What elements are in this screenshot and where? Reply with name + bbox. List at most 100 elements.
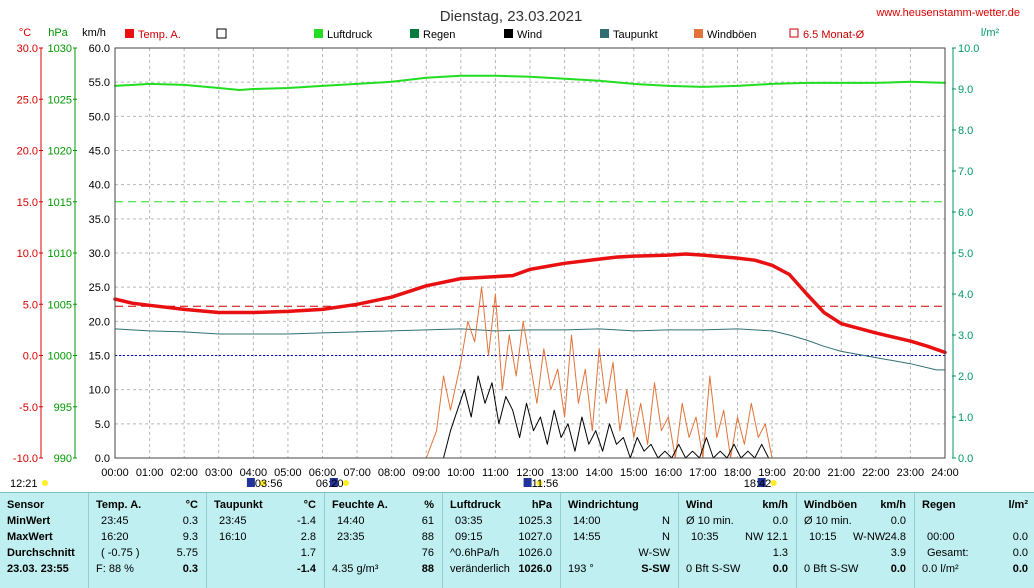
legend-label: 6.5 Monat-Ø xyxy=(803,29,865,41)
y-tick-label-rain: 10.0 xyxy=(958,43,979,55)
chart-title: Dienstag, 23.03.2021 xyxy=(440,8,583,25)
y-tick-label-rain: 6.0 xyxy=(958,207,973,219)
legend-label: Temp. A. xyxy=(138,29,181,41)
y-tick-label-pressure: 1010 xyxy=(48,248,72,260)
row-min: MinWert xyxy=(7,515,51,527)
marker-label: 03:56 xyxy=(255,478,283,490)
legend-swatch xyxy=(504,29,513,38)
y-tick-label-pressure: 995 xyxy=(54,402,72,414)
legend-label: Luftdruck xyxy=(327,29,373,41)
row-avg: Durchschnitt xyxy=(7,547,75,559)
legend: Temp. A. Luftdruck Regen Wind Taupunkt Windbö… xyxy=(125,28,865,41)
sun-marker xyxy=(42,480,48,486)
series-line-windb-en xyxy=(425,286,773,459)
x-tick-label: 15:00 xyxy=(620,467,648,479)
marker-dot xyxy=(342,480,349,486)
y-tick-label-pressure: 990 xyxy=(54,453,72,465)
x-tick-label: 03:00 xyxy=(205,467,233,479)
site-link[interactable]: www.heusenstamm-wetter.de xyxy=(875,7,1020,19)
hum-current: 88 xyxy=(421,563,434,575)
y-tick-label-wind: 20.0 xyxy=(89,316,110,328)
x-tick-label: 24:00 xyxy=(931,467,959,479)
header-dewpoint: Taupunkt xyxy=(214,499,263,511)
marker-label: 18:42 xyxy=(744,478,772,490)
header-sensor: Sensor xyxy=(7,499,45,511)
unit-rain: l/m² xyxy=(1008,499,1028,511)
weather-chart: 00:00 01:00 02:00 03:00 04:00 05:00 06:00 07:00… xyxy=(10,7,1020,490)
marker-label: 06:20 xyxy=(316,478,344,490)
x-tick-label: 07:00 xyxy=(343,467,371,479)
plot-border xyxy=(114,47,946,459)
press-current: 1026.0 xyxy=(518,563,552,575)
marker-flag xyxy=(246,478,255,487)
marker-label: 11:56 xyxy=(532,478,559,490)
header-gust: Windböen xyxy=(804,499,858,511)
col-pressure: Luftdruck hPa 03:35 1025.3 09:15 1027.0 … xyxy=(442,493,560,588)
y-tick-label-temp: 10.0 xyxy=(17,248,38,260)
gust-max-time: 10:15 xyxy=(809,531,837,543)
dew-max: 2.8 xyxy=(300,531,316,543)
y-tick-label-wind: 60.0 xyxy=(89,43,110,55)
dir-max: N xyxy=(662,531,670,543)
y-tick-label-rain: 1.0 xyxy=(958,412,973,424)
x-tick-label: 04:00 xyxy=(240,467,268,479)
x-tick-label: 14:00 xyxy=(585,467,613,479)
hum-max: 88 xyxy=(421,531,434,543)
legend-swatch xyxy=(600,29,609,38)
reference-lines xyxy=(115,201,945,356)
y-tick-label-wind: 5.0 xyxy=(95,419,110,431)
y-tick-label-wind: 55.0 xyxy=(89,77,110,89)
y-tick-label-temp: 30.0 xyxy=(17,43,38,55)
grid xyxy=(115,48,945,458)
y-tick-label-wind: 35.0 xyxy=(89,214,110,226)
dir-min: N xyxy=(662,515,670,527)
y-tick-label-pressure: 1005 xyxy=(48,299,72,311)
dew-avg: 1.7 xyxy=(300,547,316,559)
y-tick-label-pressure: 1000 xyxy=(48,351,72,363)
hum-absolute: 4.35 g/m³ xyxy=(332,563,379,575)
y-tick-label-wind: 30.0 xyxy=(89,248,110,260)
legend-label: Windböen xyxy=(707,29,757,41)
temp-max-time: 16:20 xyxy=(101,531,129,543)
marker-flag xyxy=(329,478,338,487)
temp-max: 9.3 xyxy=(182,531,198,543)
y-tick-label-wind: 40.0 xyxy=(89,180,110,192)
unit-gust: km/h xyxy=(880,499,906,511)
y-tick-label-pressure: 1020 xyxy=(48,146,72,158)
y-tick-label-temp: 25.0 xyxy=(17,94,38,106)
header-pressure: Luftdruck xyxy=(450,499,501,511)
legend-swatch xyxy=(694,29,703,38)
rain-current: 0.0 xyxy=(1012,563,1028,575)
x-tick-label: 16:00 xyxy=(655,467,683,479)
stats-table: Sensor MinWert MaxWert Durchschnitt 23.0… xyxy=(0,492,1034,588)
dir-degrees: 193 ° xyxy=(568,563,594,575)
wind-bft: 0 Bft S-SW xyxy=(686,563,741,575)
axis-unit-temp: °C xyxy=(19,27,31,39)
y-tick-label-wind: 50.0 xyxy=(89,111,110,123)
legend-label: Taupunkt xyxy=(613,29,658,41)
y-tick-label-temp: 15.0 xyxy=(17,197,38,209)
gust-avg10: 0.0 xyxy=(890,515,906,527)
x-tick-label: 00:00 xyxy=(101,467,129,479)
rain-max: 0.0 xyxy=(1012,531,1028,543)
hum-min-time: 14:40 xyxy=(337,515,365,527)
series-line-taupunkt xyxy=(114,328,946,371)
gust-avg-label: Ø 10 min. xyxy=(804,515,852,527)
series-lines xyxy=(113,74,947,459)
marker-flag xyxy=(757,478,766,487)
x-tick-label: 02:00 xyxy=(170,467,198,479)
axis-unit-pressure: hPa xyxy=(48,27,68,39)
x-tick-label: 17:00 xyxy=(689,467,717,479)
unit-temp: °C xyxy=(185,499,198,511)
marker-dot xyxy=(259,480,266,486)
y-tick-label-pressure: 1030 xyxy=(48,43,72,55)
wind-max-time: 10:35 xyxy=(691,531,719,543)
press-avg: 1026.0 xyxy=(518,547,552,559)
x-tick-label: 18:00 xyxy=(724,467,752,479)
legend-swatch xyxy=(216,28,227,39)
wind-max: 12.1 xyxy=(766,531,788,543)
x-tick-label: 08:00 xyxy=(378,467,406,479)
axis-unit-wind: km/h xyxy=(82,27,106,39)
y-tick-label-temp: 0.0 xyxy=(23,351,38,363)
y-tick-label-temp: 5.0 xyxy=(23,299,38,311)
